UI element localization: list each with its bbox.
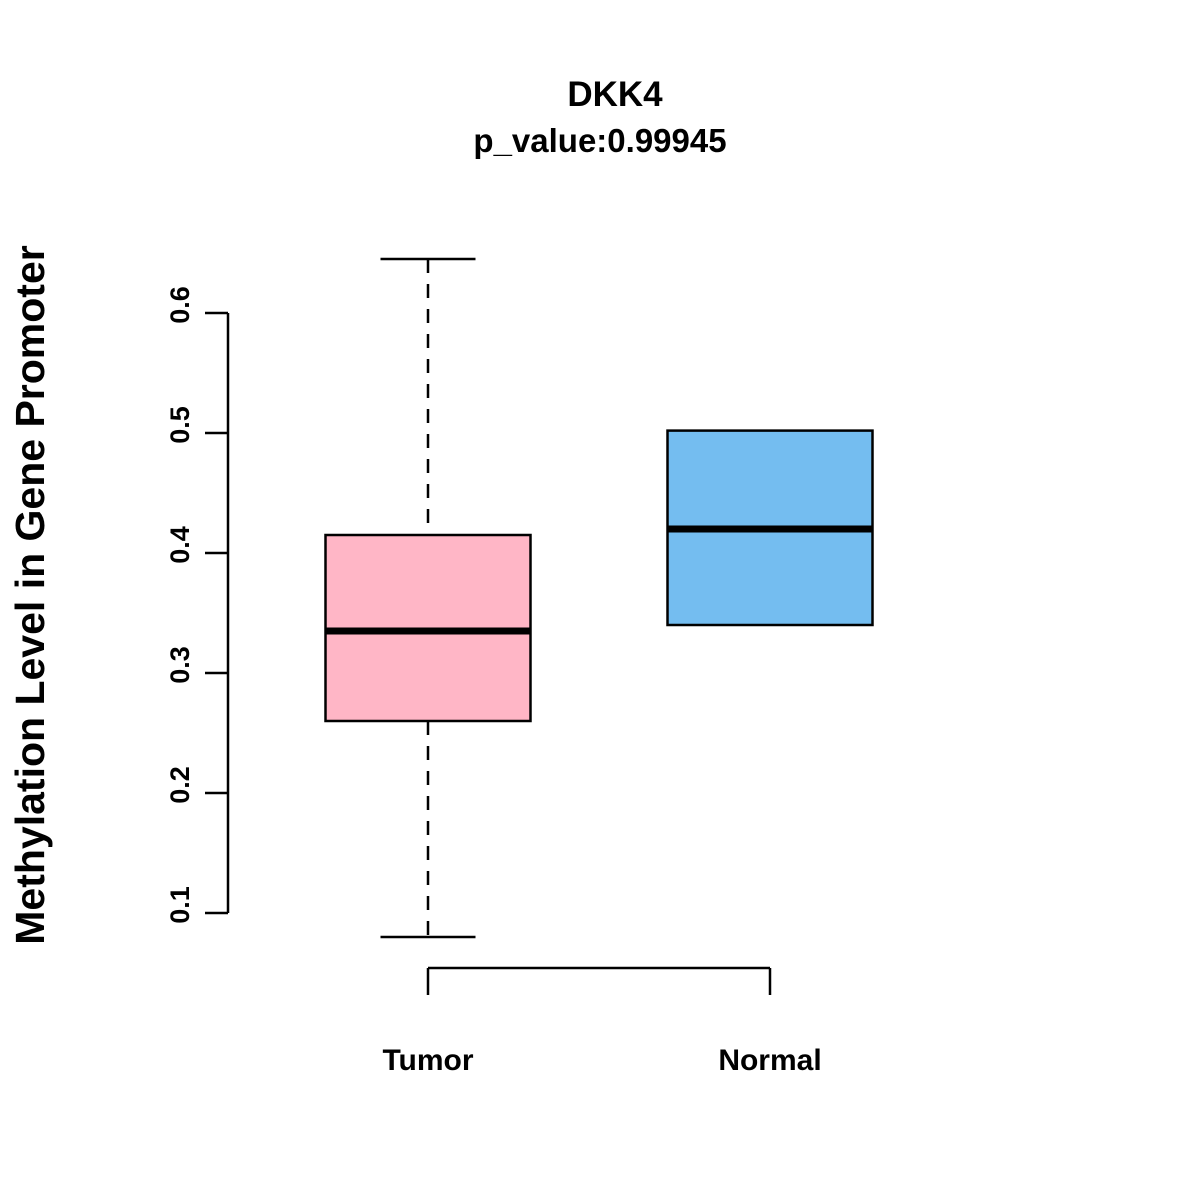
- x-category-label-tumor: Tumor: [382, 1044, 473, 1077]
- y-axis-label: Methylation Level in Gene Promoter: [7, 245, 53, 944]
- chart-subtitle: p_value:0.99945: [473, 122, 726, 159]
- boxplot-normal: [666, 429, 874, 627]
- x-axis-labels: Tumor Normal: [382, 1044, 821, 1077]
- y-tick-label: 0.2: [165, 766, 195, 804]
- chart-title: DKK4: [567, 75, 663, 114]
- y-tick-label: 0.3: [165, 646, 195, 684]
- y-tick-label: 0.6: [165, 286, 195, 324]
- boxplots: [324, 257, 874, 939]
- y-tick-label: 0.1: [165, 886, 195, 924]
- y-tick-label: 0.5: [165, 406, 195, 444]
- y-tick-label: 0.4: [165, 526, 195, 564]
- axes: 0.1 0.2 0.3 0.4 0.5 0.6: [165, 286, 772, 995]
- boxplot-tumor: [324, 257, 532, 939]
- x-category-label-normal: Normal: [718, 1044, 821, 1077]
